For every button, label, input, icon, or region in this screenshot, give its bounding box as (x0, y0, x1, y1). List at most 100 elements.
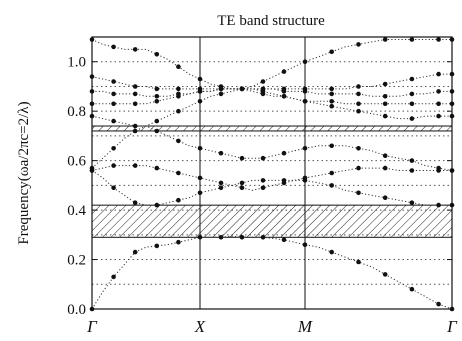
band-gap-region (91, 125, 453, 132)
band-point (176, 108, 181, 114)
band-point (132, 47, 138, 52)
band-point (154, 94, 160, 99)
band-point (197, 86, 203, 92)
band-point (197, 190, 203, 196)
band-point (111, 185, 116, 191)
band-line-9 (91, 39, 452, 90)
band-line-6 (92, 88, 452, 105)
x-tick-label: Γ (86, 317, 98, 336)
band-point (176, 91, 181, 97)
band-point (356, 91, 361, 97)
band-gaps (91, 125, 453, 238)
band-point (154, 86, 160, 92)
band-point (281, 150, 287, 156)
band-point (111, 274, 116, 280)
band-point (281, 94, 287, 99)
band-point (111, 146, 116, 151)
band-point (382, 101, 388, 107)
band-point (329, 86, 335, 92)
band-point (260, 235, 266, 240)
band-point (154, 118, 160, 124)
band-point (218, 91, 224, 97)
band-gap-region (91, 204, 453, 238)
band-point (176, 86, 181, 92)
band-point (409, 37, 415, 42)
band-point (436, 301, 441, 307)
band-point (132, 128, 138, 134)
grid-lines (92, 61, 452, 285)
band-point (382, 195, 388, 200)
band-point (281, 237, 287, 243)
band-point (356, 165, 361, 171)
y-tick-label: 1.0 (67, 55, 86, 71)
band-line-2 (91, 170, 452, 206)
band-point (382, 272, 388, 277)
band-point (329, 143, 335, 149)
band-point (436, 202, 441, 208)
band-point (281, 86, 287, 92)
band-point (409, 200, 415, 205)
band-point (239, 235, 245, 240)
band-point (218, 150, 224, 156)
band-points (89, 37, 455, 312)
band-line-3 (91, 165, 452, 191)
band-point (329, 183, 335, 188)
band-point (111, 44, 116, 50)
band-point (197, 146, 203, 151)
band-point (409, 286, 415, 292)
band-point (281, 69, 287, 74)
band-point (111, 101, 116, 107)
y-tick-label: 0.2 (67, 253, 86, 269)
x-tick-label: M (297, 317, 313, 336)
band-point (302, 86, 308, 92)
band-point (382, 37, 388, 42)
y-axis-label: Frequency(ωa/2πc=2/λ) (16, 101, 32, 244)
band-point (356, 101, 361, 107)
band-point (356, 190, 361, 196)
band-point (218, 180, 224, 186)
band-point (302, 99, 308, 104)
band-point (409, 76, 415, 82)
band-line-5 (91, 88, 452, 127)
band-point (260, 155, 266, 161)
band-point (409, 91, 415, 97)
band-point (132, 84, 138, 89)
band-point (154, 165, 160, 171)
band-point (356, 108, 361, 114)
band-point (197, 235, 203, 240)
band-point (111, 118, 116, 124)
band-point (329, 49, 335, 55)
band-point (409, 116, 415, 121)
band-point (356, 42, 361, 47)
band-point (382, 94, 388, 99)
band-point (302, 175, 308, 181)
band-point (302, 146, 308, 151)
band-point (239, 185, 245, 191)
band-point (436, 101, 441, 107)
band-point (436, 37, 441, 42)
band-point (329, 249, 335, 255)
band-point (260, 185, 266, 191)
band-point (409, 101, 415, 107)
band-point (176, 239, 181, 245)
symmetry-lines (199, 37, 306, 309)
band-point (132, 91, 138, 97)
band-line-4 (91, 125, 453, 171)
band-point (302, 59, 308, 64)
band-point (436, 89, 441, 94)
band-point (356, 259, 361, 265)
band-point (154, 202, 160, 208)
band-point (302, 242, 308, 247)
band-point (436, 165, 441, 171)
band-point (218, 84, 224, 89)
band-point (382, 165, 388, 171)
x-tick-label: Γ (446, 317, 458, 336)
band-point (154, 99, 160, 104)
band-point (239, 86, 245, 92)
band-point (436, 113, 441, 119)
band-point (382, 81, 388, 87)
band-curves (91, 39, 453, 310)
y-axis-ticks: 0.0 0.2 0.4 0.6 0.8 1.0 (67, 55, 452, 318)
